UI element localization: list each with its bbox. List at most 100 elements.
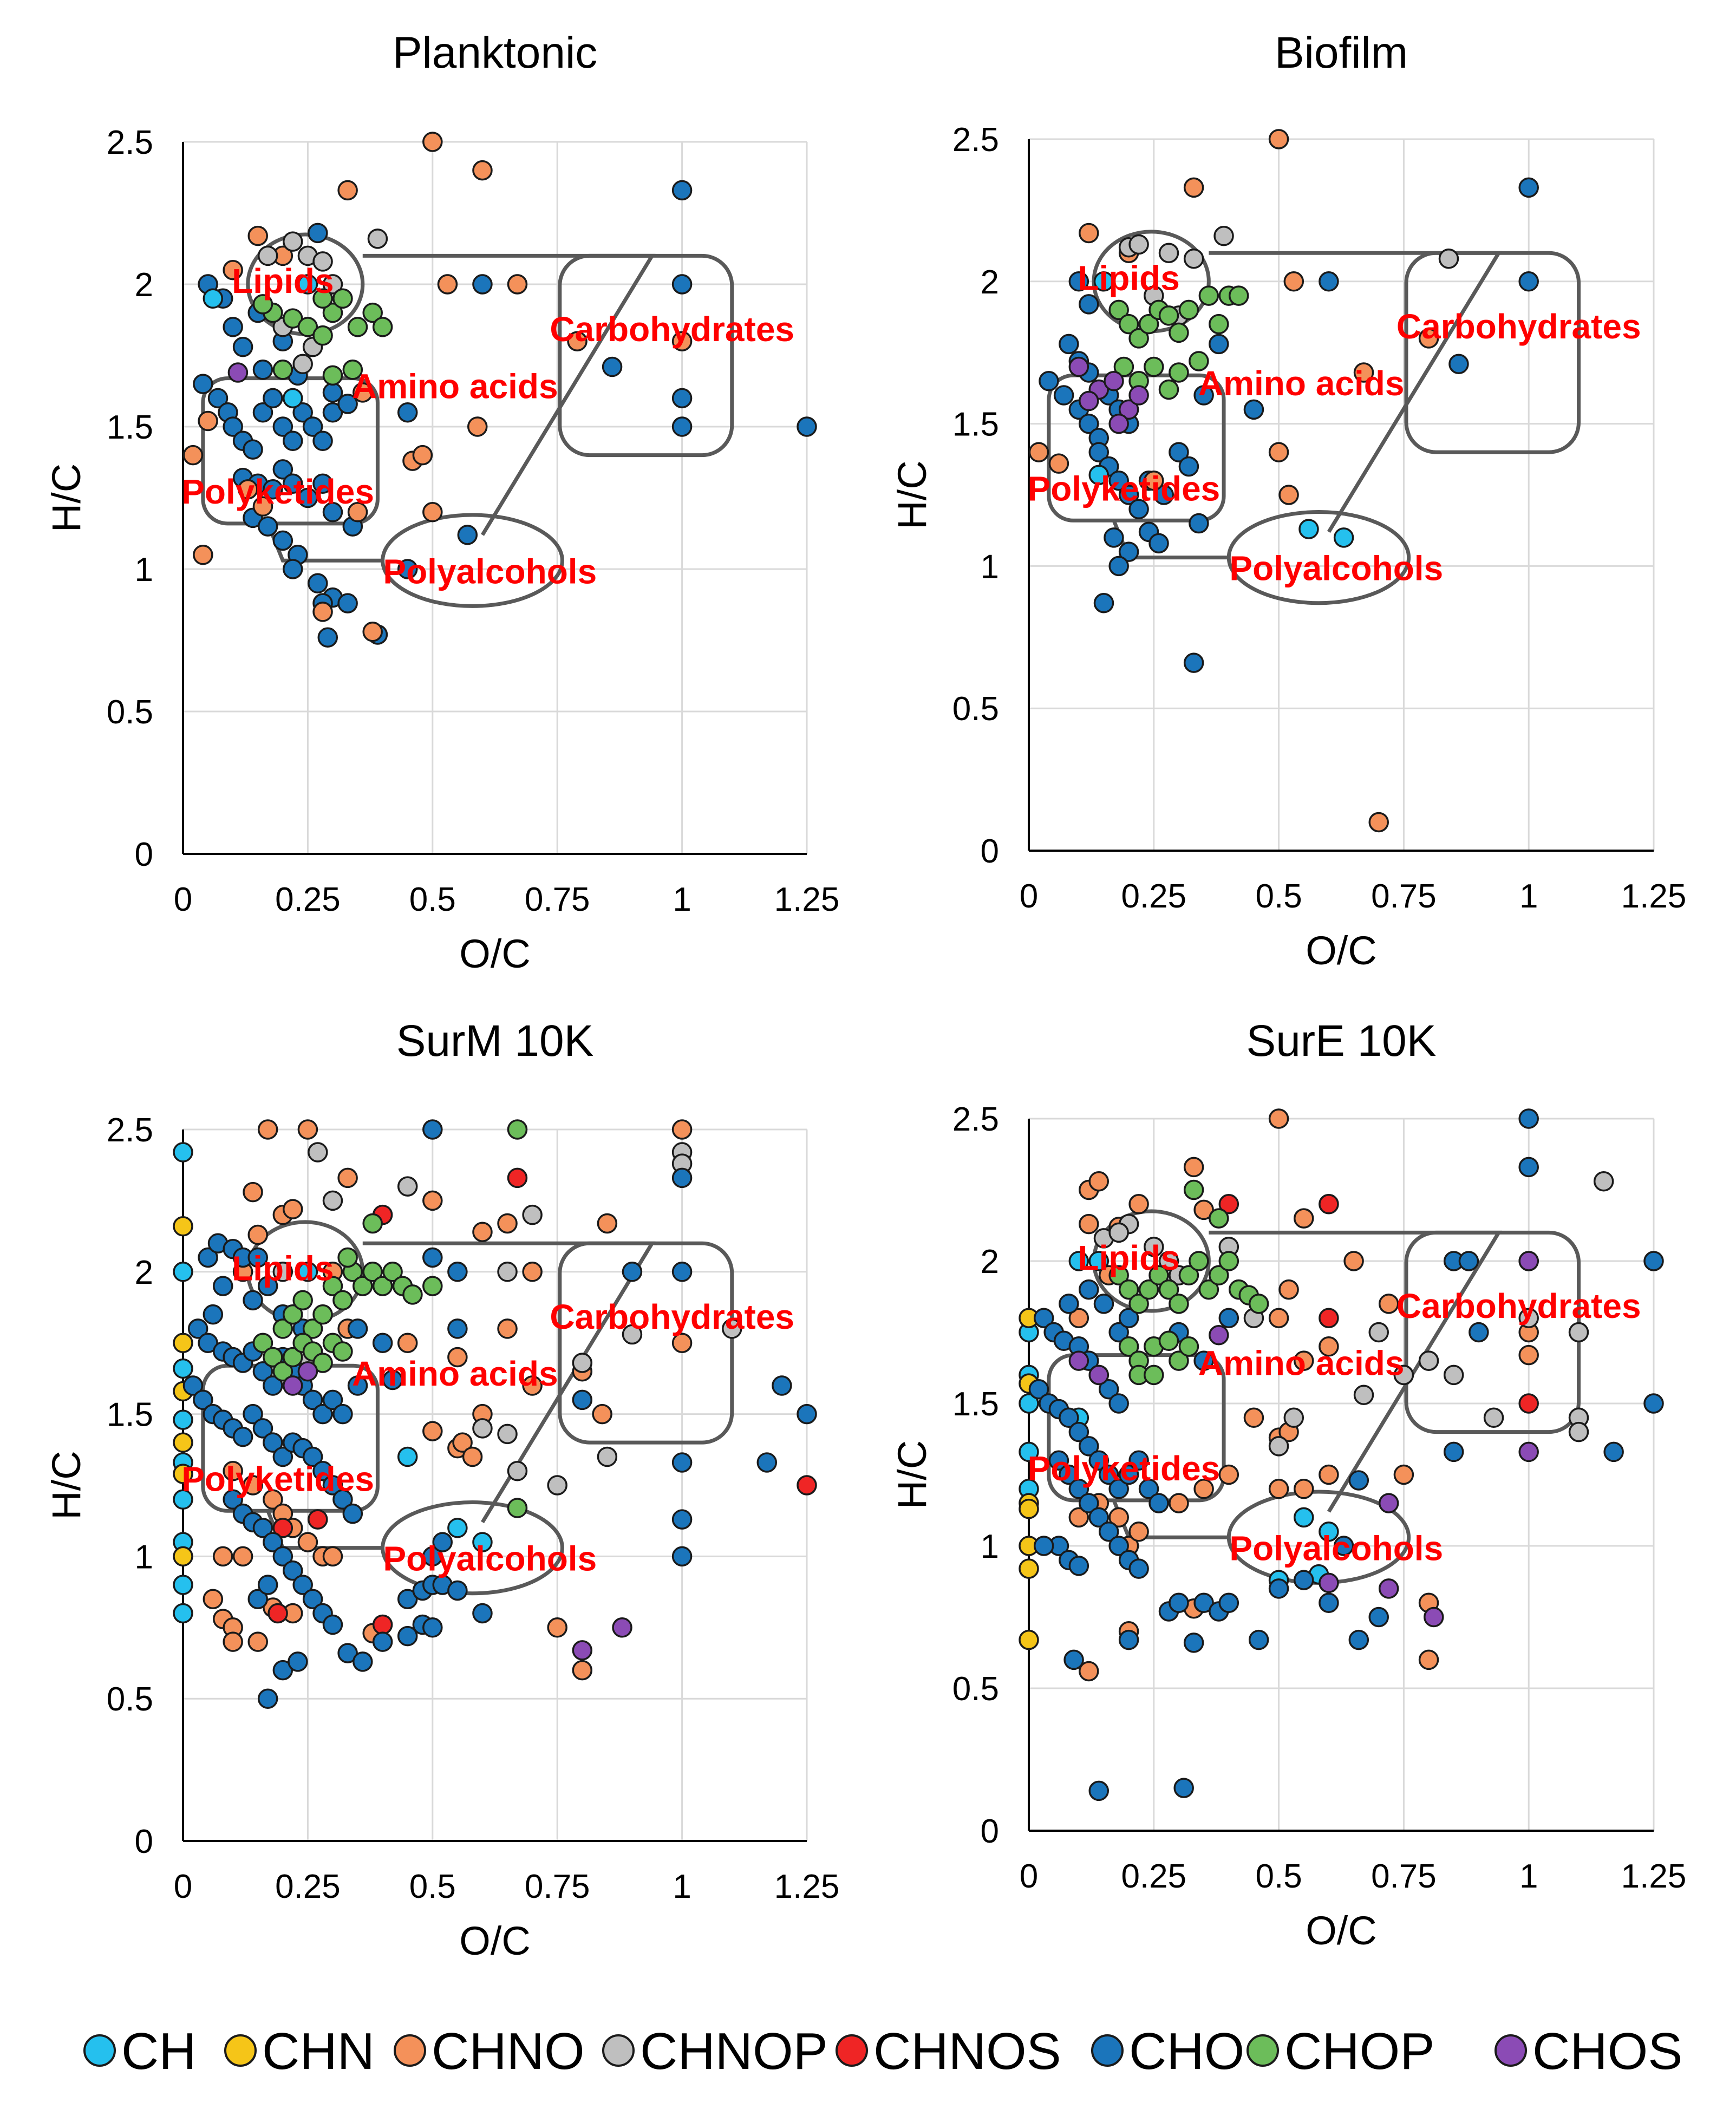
x-tick-label: 1.25 (1621, 878, 1687, 915)
legend-item-chop: CHOP (1246, 2022, 1434, 2080)
data-point-chop (1209, 1208, 1229, 1229)
x-axis-label: O/C (1306, 1908, 1377, 1953)
carbohydrates-label: Carbohydrates (1396, 1287, 1641, 1326)
x-tick-label: 0 (174, 881, 192, 918)
data-point-cho (447, 1262, 468, 1282)
data-point-cho (1518, 271, 1539, 292)
data-point-cho (1518, 1108, 1539, 1129)
data-point-chop (1209, 314, 1229, 335)
data-point-cho (312, 473, 333, 494)
polyalcohols-label: Polyalcohols (383, 552, 597, 591)
carbohydrates-label: Carbohydrates (550, 310, 794, 349)
data-point-chnos (372, 1614, 393, 1635)
data-point-chop (1189, 351, 1209, 371)
x-tick-label: 0.5 (409, 881, 456, 918)
data-point-chno (462, 1446, 483, 1467)
data-point-chos (612, 1617, 632, 1638)
data-point-cho (372, 1333, 393, 1353)
data-point-chn (173, 1432, 193, 1453)
data-point-chnop (597, 1446, 618, 1467)
data-point-chno (1079, 1661, 1099, 1682)
data-point-ch (1333, 527, 1354, 548)
data-point-cho (1469, 1322, 1489, 1343)
data-point-chn (173, 1546, 193, 1567)
data-point-cho (422, 1119, 443, 1140)
data-point-chop (1118, 1279, 1139, 1300)
data-point-cho (302, 1446, 323, 1467)
data-point-chop (283, 1304, 303, 1325)
data-point-cho (1093, 592, 1114, 613)
data-point-cho (198, 1247, 218, 1268)
data-point-cho (223, 317, 243, 337)
data-point-chno (247, 1631, 268, 1652)
region-labels: Lipids Carbohydrates Amino acids Polyketide… (1028, 1238, 1641, 1568)
y-axis-label: H/C (44, 1451, 89, 1519)
legend-label: CHNO (432, 2022, 585, 2080)
data-point-chos (1518, 1251, 1539, 1271)
data-point-cho (193, 374, 213, 394)
data-point-cho (322, 1389, 343, 1411)
data-point-cho (572, 1389, 593, 1411)
data-point-cho (1169, 1592, 1189, 1613)
y-tick-label: 2 (981, 264, 999, 301)
data-point-chno (1278, 485, 1299, 505)
legend-item-cho: CHO (1091, 2022, 1244, 2080)
data-point-chop (1198, 285, 1219, 306)
data-point-cho (1333, 1536, 1354, 1556)
data-point-cho (322, 402, 343, 423)
data-point-cho (457, 525, 478, 545)
data-point-chno (312, 602, 333, 622)
lipids-label: Lipids (232, 262, 334, 301)
data-point-chos (1079, 390, 1099, 412)
y-tick-label: 0 (135, 1823, 153, 1860)
data-point-chno (497, 1318, 518, 1339)
data-point-cho (263, 388, 283, 409)
data-point-cho (312, 1460, 333, 1481)
amino-acids-region-outline (1209, 251, 1503, 533)
data-point-cho (198, 1333, 218, 1353)
data-point-cho (1643, 1393, 1664, 1414)
data-point-cho (1319, 1592, 1339, 1613)
data-point-chno (257, 1119, 278, 1140)
data-point-cho (1063, 1649, 1084, 1670)
data-point-cho (252, 360, 273, 380)
data-point-chno (1088, 1171, 1109, 1192)
data-point-chno (592, 1403, 612, 1425)
data-point-chos (1104, 371, 1124, 391)
x-axis-label: O/C (459, 931, 531, 976)
data-point-cho (1108, 1479, 1129, 1499)
data-point-chnop (312, 251, 333, 272)
data-point-chno (597, 1213, 618, 1234)
data-point-cho (671, 1546, 693, 1567)
data-point-chnos (507, 1167, 528, 1189)
legend-item-chos: CHOS (1494, 2022, 1682, 2080)
data-point-chno (1144, 470, 1164, 491)
x-tick-label: 0 (1020, 878, 1038, 915)
data-point-chop (1108, 299, 1129, 321)
data-point-chno (263, 1489, 283, 1510)
data-point-cho (337, 593, 358, 613)
data-point-chn (173, 1333, 193, 1353)
data-point-ch (472, 1532, 493, 1552)
data-point-chop (297, 317, 318, 337)
legend-marker (1494, 2034, 1527, 2067)
data-point-chno (437, 274, 458, 295)
y-tick-label: 1 (981, 548, 999, 585)
data-point-chno (203, 1589, 224, 1609)
data-point-chnos (272, 1518, 293, 1538)
carbohydrates-label: Carbohydrates (550, 1297, 794, 1336)
data-point-chnop (397, 1176, 418, 1197)
x-tick-label: 0.5 (1255, 1858, 1302, 1895)
data-point-cho (671, 1262, 693, 1282)
data-point-chop (332, 1341, 353, 1362)
data-point-cho (602, 356, 623, 377)
data-point-ch (203, 288, 224, 309)
data-point-chop (322, 302, 343, 323)
panel-title: SurE 10K (1246, 1016, 1437, 1066)
data-point-chop (342, 360, 363, 380)
data-point-chop (1144, 1364, 1164, 1386)
data-point-chn (173, 1464, 193, 1484)
data-point-ch (1019, 1441, 1039, 1462)
data-point-chnos (267, 1603, 288, 1624)
data-point-cho (1059, 334, 1079, 355)
